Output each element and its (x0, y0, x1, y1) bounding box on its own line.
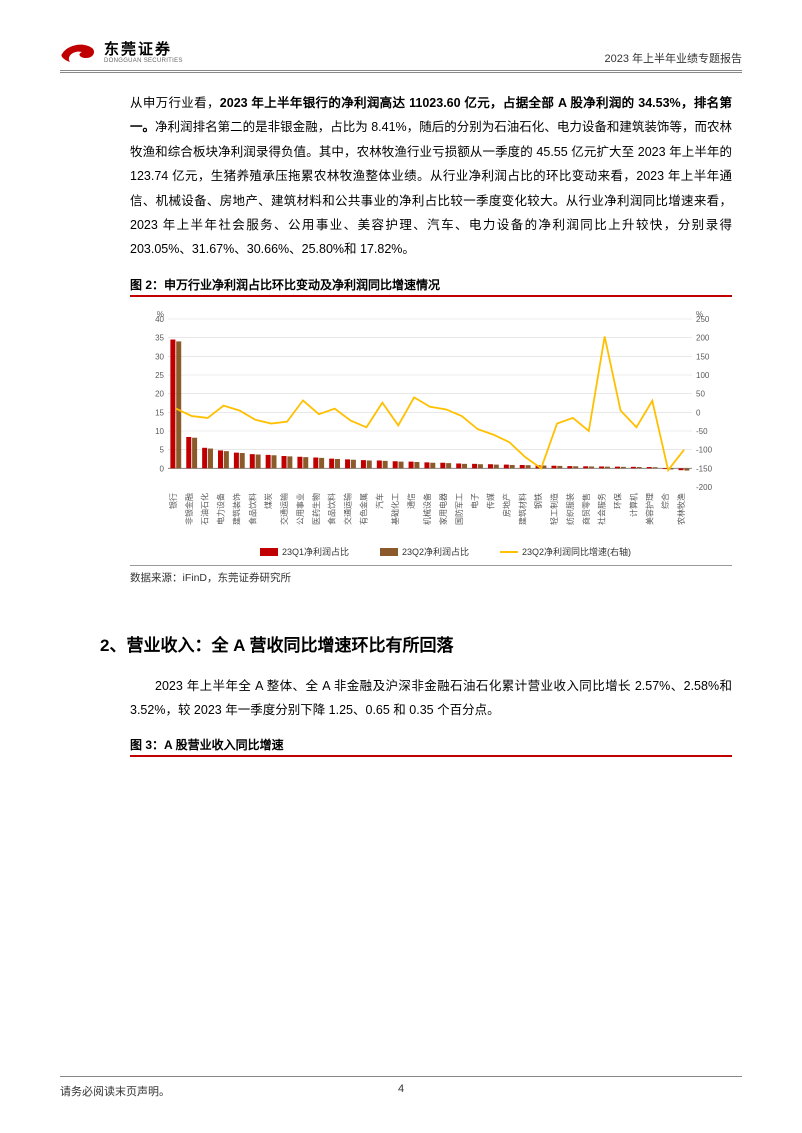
svg-text:-200: -200 (696, 483, 713, 492)
svg-text:交通运输: 交通运输 (343, 493, 353, 525)
svg-text:家用电器: 家用电器 (438, 493, 448, 525)
svg-text:钢铁: 钢铁 (533, 493, 543, 509)
svg-text:%: % (157, 310, 164, 319)
svg-text:建筑材料: 建筑材料 (517, 493, 527, 525)
svg-text:35: 35 (155, 333, 164, 342)
svg-text:机械设备: 机械设备 (422, 493, 432, 525)
svg-text:美容护理: 美容护理 (644, 493, 654, 525)
svg-text:农林牧渔: 农林牧渔 (676, 493, 686, 525)
svg-text:计算机: 计算机 (628, 493, 638, 517)
svg-text:-50: -50 (696, 427, 708, 436)
logo-en: DONGGUAN SECURITIES (104, 58, 183, 64)
svg-text:商贸零售: 商贸零售 (581, 493, 591, 525)
svg-text:23Q2净利润占比: 23Q2净利润占比 (402, 546, 469, 557)
fig2-source: 数据来源：iFinD，东莞证券研究所 (130, 565, 732, 585)
svg-text:银行: 银行 (168, 493, 178, 509)
para-industry-profit: 从申万行业看，2023 年上半年银行的净利润高达 11023.60 亿元，占据全… (130, 91, 732, 262)
logo-cn: 东莞证券 (104, 42, 183, 58)
fig2-title: 图 2：申万行业净利润占比环比变动及净利润同比增速情况 (130, 276, 742, 293)
svg-text:综合: 综合 (660, 493, 670, 509)
svg-text:23Q1净利润占比: 23Q1净利润占比 (282, 546, 349, 557)
svg-text:食品饮料: 食品饮料 (247, 493, 257, 525)
svg-text:社会服务: 社会服务 (597, 493, 607, 525)
fig2-chart: 0510152025303540-200-150-100-50050100150… (130, 305, 732, 565)
svg-text:传媒: 传媒 (486, 493, 496, 509)
fig3-title: 图 3：A 股营业收入同比增速 (130, 736, 742, 753)
svg-text:食品饮料: 食品饮料 (327, 493, 337, 525)
page-header: 东莞证券 DONGGUAN SECURITIES 2023 年上半年业绩专题报告 (60, 40, 742, 73)
para1-pre: 从申万行业看， (130, 96, 220, 110)
svg-text:15: 15 (155, 408, 164, 417)
footer-disclaimer: 请务必阅读末页声明。 (60, 1083, 170, 1099)
svg-text:通信: 通信 (406, 493, 416, 509)
svg-text:纺织服装: 纺织服装 (565, 493, 575, 525)
svg-text:23Q2净利润同比增速(右轴): 23Q2净利润同比增速(右轴) (522, 546, 631, 557)
svg-text:0: 0 (160, 464, 165, 473)
logo-text: 东莞证券 DONGGUAN SECURITIES (104, 42, 183, 64)
svg-text:10: 10 (155, 427, 164, 436)
svg-text:基础化工: 基础化工 (390, 493, 400, 525)
svg-text:国防军工: 国防军工 (454, 493, 464, 525)
svg-text:非银金融: 非银金融 (184, 493, 194, 525)
svg-text:建筑装饰: 建筑装饰 (231, 493, 241, 525)
svg-text:20: 20 (155, 389, 164, 398)
svg-text:有色金属: 有色金属 (358, 493, 368, 525)
svg-text:-100: -100 (696, 445, 713, 454)
page-footer: 请务必阅读末页声明。 4 (60, 1076, 742, 1099)
svg-text:30: 30 (155, 352, 164, 361)
svg-text:环保: 环保 (613, 493, 623, 509)
fig3-rule (130, 755, 732, 757)
svg-text:5: 5 (160, 445, 165, 454)
svg-text:25: 25 (155, 371, 164, 380)
svg-text:房地产: 房地产 (501, 493, 511, 517)
report-title: 2023 年上半年业绩专题报告 (604, 50, 742, 66)
svg-text:石油石化: 石油石化 (200, 493, 210, 525)
svg-text:100: 100 (696, 371, 710, 380)
svg-text:0: 0 (696, 408, 701, 417)
svg-text:交通运输: 交通运输 (279, 493, 289, 525)
svg-text:汽车: 汽车 (374, 493, 384, 509)
svg-text:煤炭: 煤炭 (263, 493, 273, 509)
svg-text:医药生物: 医药生物 (311, 493, 321, 525)
svg-text:电子: 电子 (470, 493, 480, 509)
svg-text:电力设备: 电力设备 (216, 493, 226, 525)
fig2-rule (130, 295, 732, 297)
svg-text:50: 50 (696, 389, 705, 398)
logo: 东莞证券 DONGGUAN SECURITIES (60, 40, 183, 66)
svg-text:公用事业: 公用事业 (295, 493, 305, 525)
svg-text:200: 200 (696, 333, 710, 342)
logo-icon (60, 40, 98, 66)
svg-text:%: % (696, 310, 703, 319)
para1-rest: 净利润排名第二的是非银金融，占比为 8.41%，随后的分别为石油石化、电力设备和… (130, 120, 732, 256)
section2-heading: 2、营业收入：全 A 营收同比增速环比有所回落 (100, 631, 742, 656)
page-number: 4 (398, 1083, 404, 1095)
svg-text:-150: -150 (696, 464, 713, 473)
svg-text:轻工制造: 轻工制造 (549, 493, 559, 525)
section2-para: 2023 年上半年全 A 整体、全 A 非金融及沪深非金融石油石化累计营业收入同… (130, 674, 732, 723)
svg-text:150: 150 (696, 352, 710, 361)
